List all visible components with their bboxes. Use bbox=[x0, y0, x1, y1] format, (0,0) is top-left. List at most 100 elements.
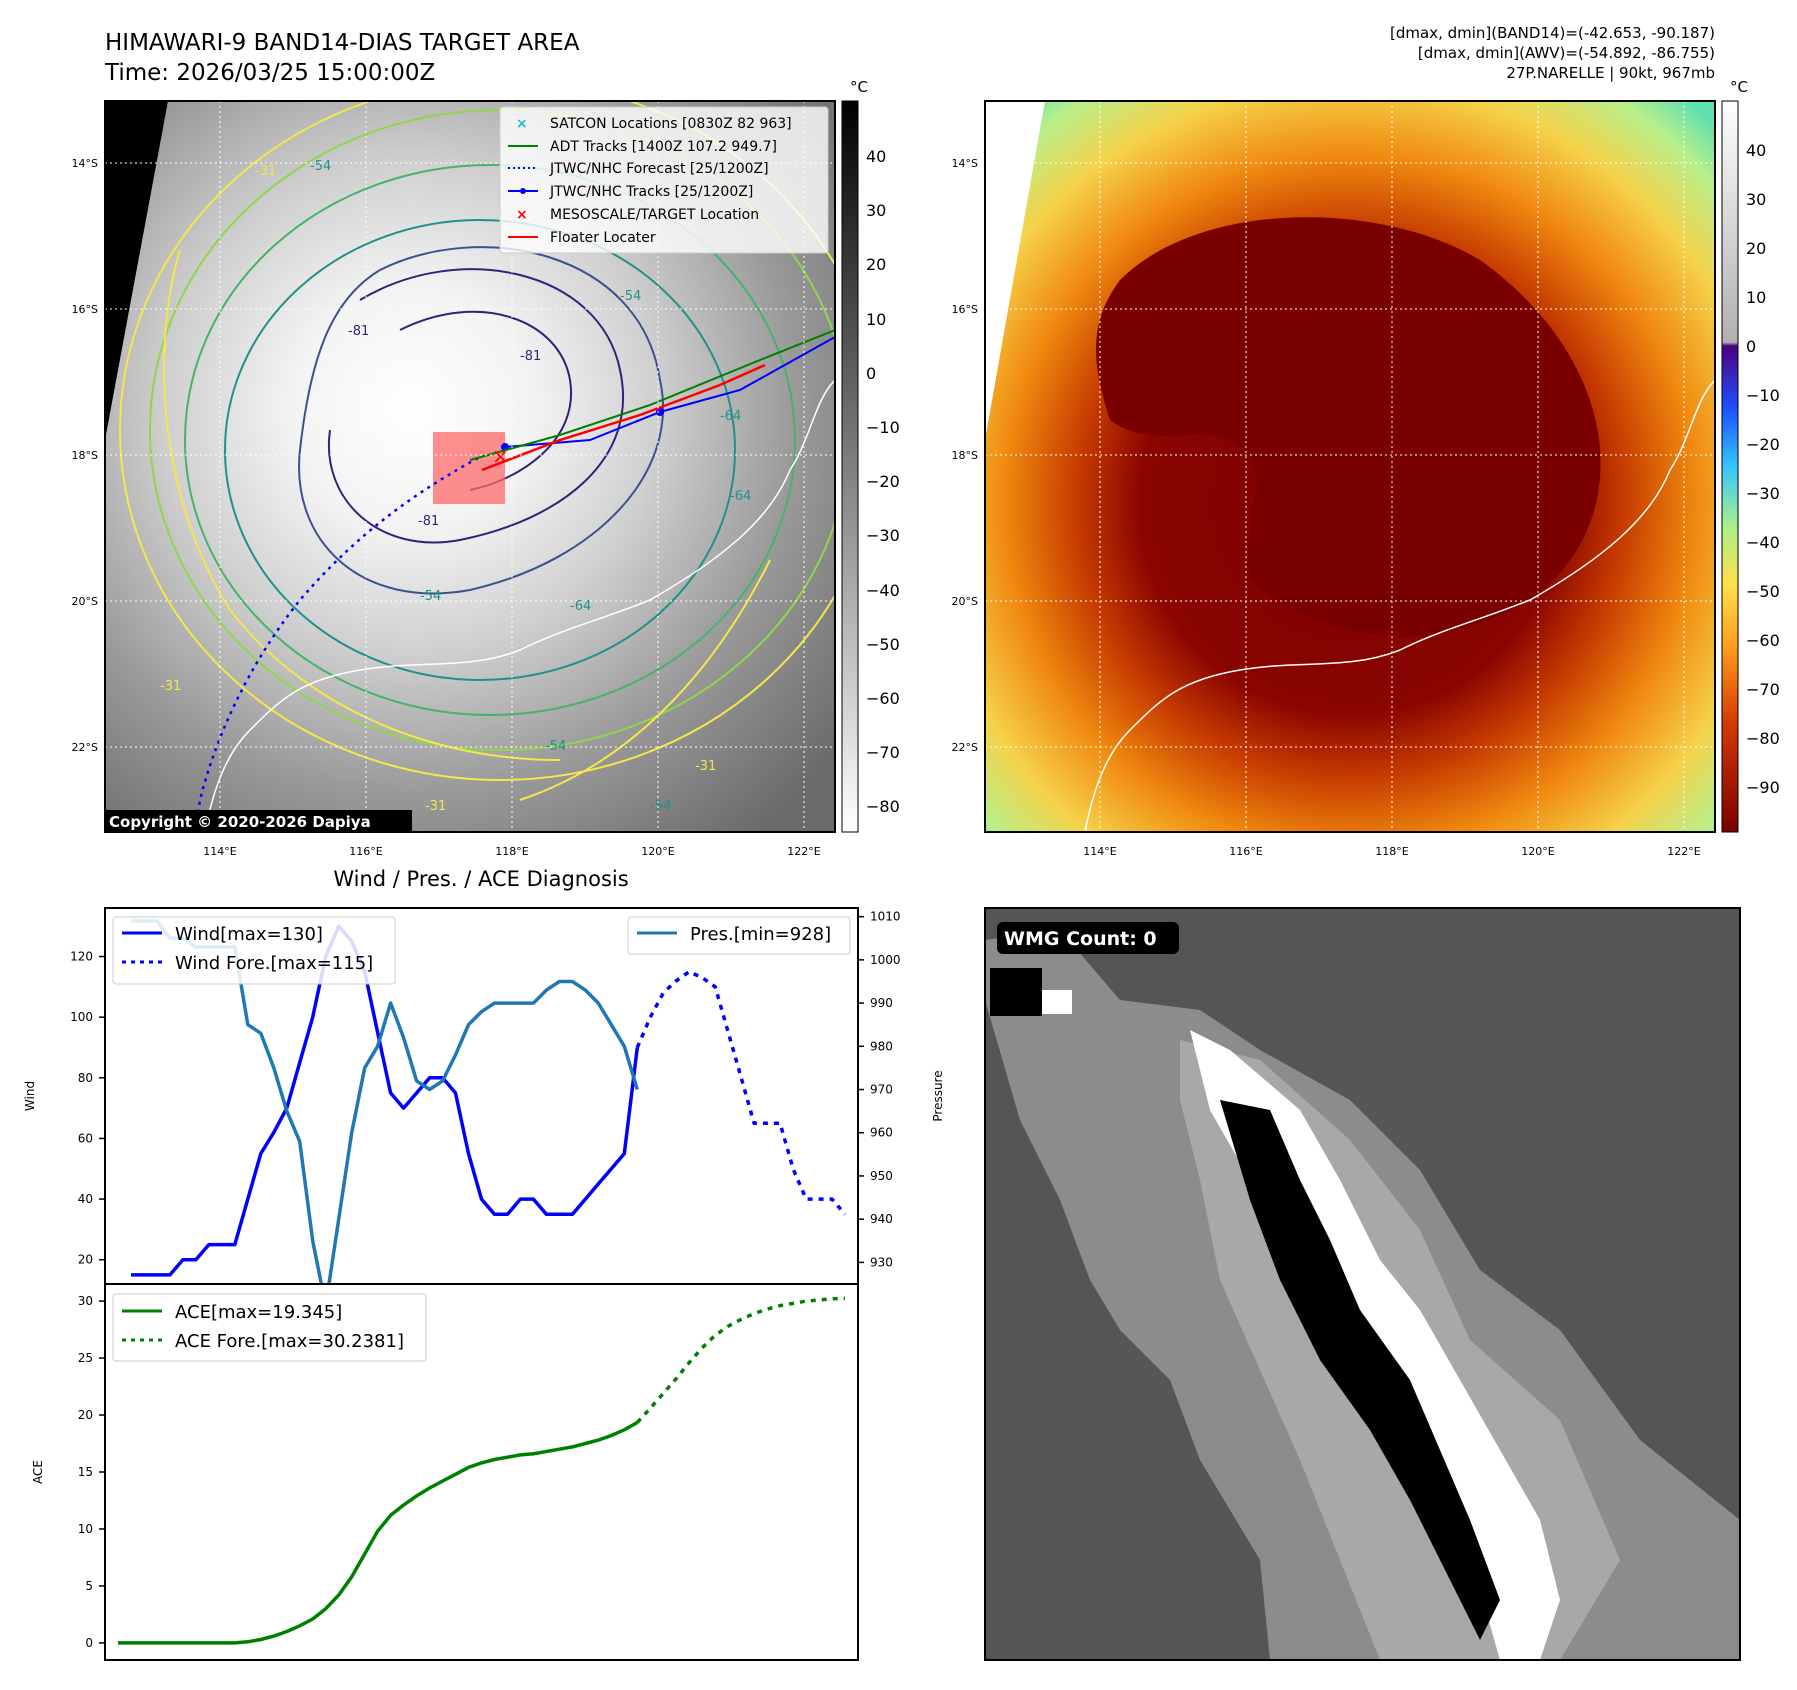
adt-track bbox=[469, 329, 835, 461]
wind-tick-label: 120 bbox=[70, 950, 93, 964]
lon-labels-2: 114°E 116°E 118°E 120°E 122°E bbox=[1083, 845, 1700, 858]
svg-text:16°S: 16°S bbox=[72, 303, 98, 316]
svg-text:−90: −90 bbox=[1746, 778, 1780, 797]
series-line-ace bbox=[118, 1420, 639, 1645]
svg-text:-54: -54 bbox=[650, 799, 671, 814]
wind-tick-label: 100 bbox=[70, 1010, 93, 1024]
ace-tick-label: 5 bbox=[85, 1579, 93, 1593]
coastline bbox=[204, 379, 835, 832]
svg-text:×: × bbox=[492, 444, 509, 468]
svg-text:40: 40 bbox=[866, 147, 886, 166]
ace-tick-label: 30 bbox=[78, 1294, 93, 1308]
panel1-title: HIMAWARI-9 BAND14-DIAS TARGET AREA bbox=[105, 30, 580, 56]
forecast-track bbox=[193, 456, 479, 832]
ace-tick-label: 0 bbox=[85, 1636, 93, 1650]
svg-text:−60: −60 bbox=[866, 689, 900, 708]
legend-forecast: JTWC/NHC Forecast [25/1200Z] bbox=[549, 161, 769, 177]
svg-text:−20: −20 bbox=[1746, 435, 1780, 454]
svg-text:116°E: 116°E bbox=[1229, 845, 1262, 858]
svg-text:−10: −10 bbox=[1746, 386, 1780, 405]
wind-legend-label: Wind[max=130] bbox=[175, 924, 323, 945]
svg-text:−50: −50 bbox=[1746, 582, 1780, 601]
eye-region bbox=[1096, 217, 1601, 637]
ace-fore-legend-label: ACE Fore.[max=30.2381] bbox=[175, 1331, 404, 1352]
series-line-wind bbox=[131, 924, 640, 1277]
ace-tick-label: 15 bbox=[78, 1465, 93, 1479]
pres-tick-label: 970 bbox=[870, 1083, 893, 1097]
svg-text:-64: -64 bbox=[720, 409, 741, 424]
pres-tick-label: 930 bbox=[870, 1255, 893, 1269]
svg-text:22°S: 22°S bbox=[952, 741, 978, 754]
svg-text:-54: -54 bbox=[420, 589, 441, 604]
svg-text:−20: −20 bbox=[866, 472, 900, 491]
wind-tick-label: 40 bbox=[78, 1192, 93, 1206]
svg-text:20: 20 bbox=[1746, 239, 1766, 258]
svg-text:30: 30 bbox=[1746, 190, 1766, 209]
svg-text:20: 20 bbox=[866, 255, 886, 274]
colorbar1-unit: °C bbox=[850, 78, 868, 96]
svg-text:-81: -81 bbox=[418, 514, 439, 529]
svg-text:-31: -31 bbox=[255, 164, 276, 179]
svg-text:16°S: 16°S bbox=[952, 303, 978, 316]
color-ir-panel: [dmax, dmin](BAND14)=(-42.653, -90.187) … bbox=[952, 24, 1780, 858]
contour-labels: -54 -31 -64 -81 -54 -64 -31 -54 -81 -54 … bbox=[160, 159, 751, 814]
map-grid-2 bbox=[985, 101, 1715, 832]
wind-tick-label: 60 bbox=[78, 1131, 93, 1145]
svg-text:-31: -31 bbox=[425, 799, 446, 814]
svg-text:116°E: 116°E bbox=[349, 845, 382, 858]
series-line-ace-fore bbox=[636, 1296, 846, 1424]
svg-text:0: 0 bbox=[866, 364, 876, 383]
ace-legend-label: ACE[max=19.345] bbox=[175, 1302, 342, 1323]
svg-text:118°E: 118°E bbox=[1375, 845, 1408, 858]
svg-text:120°E: 120°E bbox=[641, 845, 674, 858]
svg-text:-64: -64 bbox=[570, 599, 591, 614]
diagnosis-title: Wind / Pres. / ACE Diagnosis bbox=[333, 867, 628, 891]
svg-text:-81: -81 bbox=[520, 349, 541, 364]
colorbar1 bbox=[841, 100, 859, 833]
floater-box bbox=[433, 432, 505, 504]
svg-text:122°E: 122°E bbox=[1667, 845, 1700, 858]
svg-text:−70: −70 bbox=[866, 743, 900, 762]
svg-text:−70: −70 bbox=[1746, 680, 1780, 699]
legend-floater: Floater Locater bbox=[550, 230, 656, 246]
svg-text:−80: −80 bbox=[1746, 729, 1780, 748]
svg-text:−30: −30 bbox=[866, 526, 900, 545]
colorbar2 bbox=[1721, 100, 1739, 833]
ace-legend: ACE[max=19.345] ACE Fore.[max=30.2381] bbox=[112, 1293, 427, 1362]
ir-map-panel: HIMAWARI-9 BAND14-DIAS TARGET AREA Time:… bbox=[72, 30, 900, 858]
svg-text:10: 10 bbox=[866, 310, 886, 329]
svg-text:−40: −40 bbox=[1746, 533, 1780, 552]
svg-text:14°S: 14°S bbox=[72, 157, 98, 170]
ace-ylabel: ACE bbox=[31, 1460, 45, 1484]
svg-text:−50: −50 bbox=[866, 635, 900, 654]
series-line-wind-fore bbox=[635, 969, 847, 1216]
svg-text:×: × bbox=[516, 116, 528, 132]
svg-text:-64: -64 bbox=[730, 489, 751, 504]
wmg-count-badge: WMG Count: 0 bbox=[1004, 928, 1157, 950]
svg-text:-54: -54 bbox=[310, 159, 331, 174]
coastline-2 bbox=[1084, 379, 1715, 832]
pres-tick-label: 990 bbox=[870, 996, 893, 1010]
pres-tick-label: 950 bbox=[870, 1169, 893, 1183]
stats-awv: [dmax, dmin](AWV)=(-54.892, -86.755) bbox=[1418, 44, 1715, 62]
svg-text:20°S: 20°S bbox=[72, 595, 98, 608]
lon-labels-1: 114°E 116°E 118°E 120°E 122°E bbox=[203, 845, 820, 858]
svg-text:20°S: 20°S bbox=[952, 595, 978, 608]
ace-tick-label: 20 bbox=[78, 1408, 93, 1422]
ace-tick-label: 10 bbox=[78, 1522, 93, 1536]
map-legend: × SATCON Locations [0830Z 82 963] ADT Tr… bbox=[499, 106, 829, 254]
diagnosis-panel: Wind / Pres. / ACE Diagnosis 20406080100… bbox=[23, 867, 945, 1661]
pres-tick-label: 1010 bbox=[870, 910, 901, 924]
ace-lines bbox=[118, 1296, 846, 1645]
svg-text:−80: −80 bbox=[866, 797, 900, 816]
svg-text:−60: −60 bbox=[1746, 631, 1780, 650]
pres-ylabel: Pressure bbox=[931, 1070, 945, 1121]
svg-text:122°E: 122°E bbox=[787, 845, 820, 858]
svg-text:-31: -31 bbox=[160, 679, 181, 694]
wind-tick-label: 20 bbox=[78, 1253, 93, 1267]
svg-text:-81: -81 bbox=[348, 324, 369, 339]
legend-jtwc-tracks: JTWC/NHC Tracks [25/1200Z] bbox=[549, 184, 753, 200]
svg-text:−40: −40 bbox=[866, 581, 900, 600]
svg-text:×: × bbox=[516, 207, 528, 223]
pres-tick-label: 960 bbox=[870, 1126, 893, 1140]
